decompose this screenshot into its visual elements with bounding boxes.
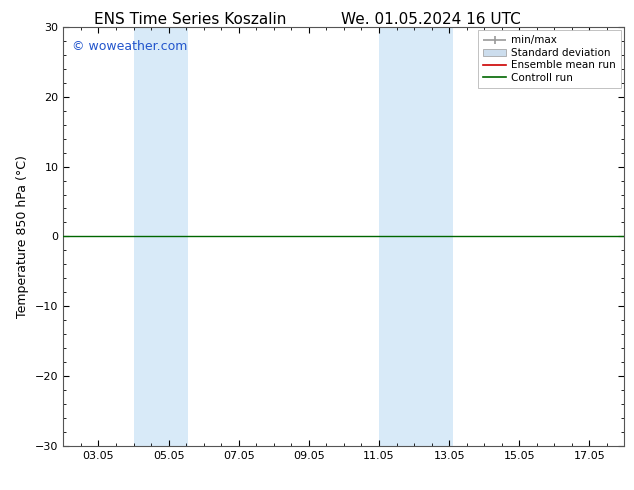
Text: ENS Time Series Koszalin: ENS Time Series Koszalin (94, 12, 287, 27)
Text: © woweather.com: © woweather.com (72, 40, 187, 52)
Legend: min/max, Standard deviation, Ensemble mean run, Controll run: min/max, Standard deviation, Ensemble me… (478, 30, 621, 88)
Bar (134, 27, 188, 446)
Bar (379, 27, 453, 446)
Text: We. 01.05.2024 16 UTC: We. 01.05.2024 16 UTC (341, 12, 521, 27)
Y-axis label: Temperature 850 hPa (°C): Temperature 850 hPa (°C) (16, 155, 30, 318)
